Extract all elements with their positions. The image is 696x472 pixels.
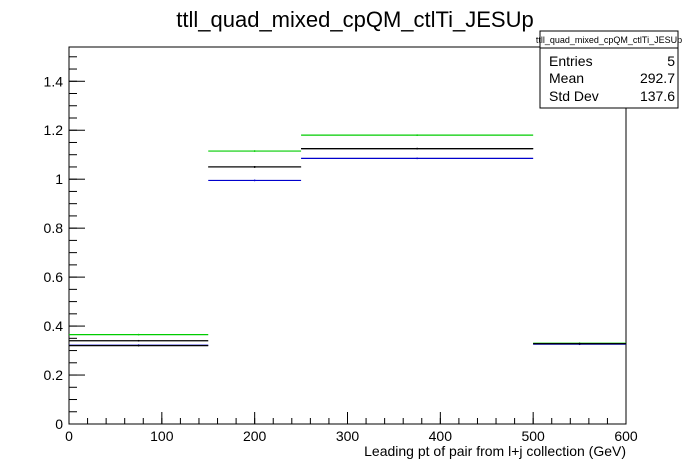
bin-center-marker — [253, 166, 256, 168]
stats-mean-value: 292.7 — [640, 70, 675, 86]
stats-entries-label: Entries — [549, 53, 593, 69]
x-tick-label: 100 — [150, 428, 174, 444]
y-tick-label: 0.4 — [44, 318, 64, 334]
y-tick-label: 0.6 — [44, 269, 64, 285]
stats-stddev-label: Std Dev — [549, 88, 599, 104]
bin-center-marker — [137, 333, 140, 336]
y-axis: 0 0.2 0.4 0.6 0.8 1 1.2 1.4 — [44, 56, 85, 432]
stats-entries-value: 5 — [667, 53, 675, 69]
bin-center-marker — [253, 179, 256, 182]
x-tick-label: 400 — [429, 428, 453, 444]
y-tick-label: 0 — [55, 416, 63, 432]
y-tick-label: 0.8 — [44, 220, 64, 236]
x-tick-label: 200 — [243, 428, 267, 444]
x-tick-label: 600 — [614, 428, 638, 444]
y-tick-label: 0.2 — [44, 367, 64, 383]
bin-center-marker — [578, 342, 581, 345]
x-tick-label: 300 — [336, 428, 360, 444]
bin-center-marker — [137, 339, 140, 342]
stats-box-frame — [539, 30, 679, 109]
series-layer — [69, 134, 626, 347]
y-tick-label: 1 — [55, 171, 63, 187]
bin-center-marker — [416, 134, 419, 137]
x-tick-label: 500 — [521, 428, 545, 444]
bin-center-marker — [416, 157, 419, 160]
stats-box: ttll_quad_mixed_cpQM_ctlTi_JESUp Entries… — [536, 30, 682, 109]
stats-box-title: ttll_quad_mixed_cpQM_ctlTi_JESUp — [536, 35, 682, 45]
x-axis: 0 100 200 300 400 500 600 — [65, 412, 638, 444]
bin-center-marker — [416, 147, 419, 150]
y-tick-label: 1.2 — [44, 122, 64, 138]
y-tick-label: 1.4 — [44, 73, 64, 89]
x-axis-label: Leading pt of pair from l+j collection (… — [364, 443, 626, 459]
stats-stddev-value: 137.6 — [640, 88, 675, 104]
bin-center-marker — [137, 344, 140, 347]
stats-mean-label: Mean — [549, 70, 584, 86]
chart-title: ttll_quad_mixed_cpQM_ctlTi_JESUp — [176, 7, 533, 32]
x-tick-label: 0 — [65, 428, 73, 444]
bin-center-marker — [253, 150, 256, 152]
